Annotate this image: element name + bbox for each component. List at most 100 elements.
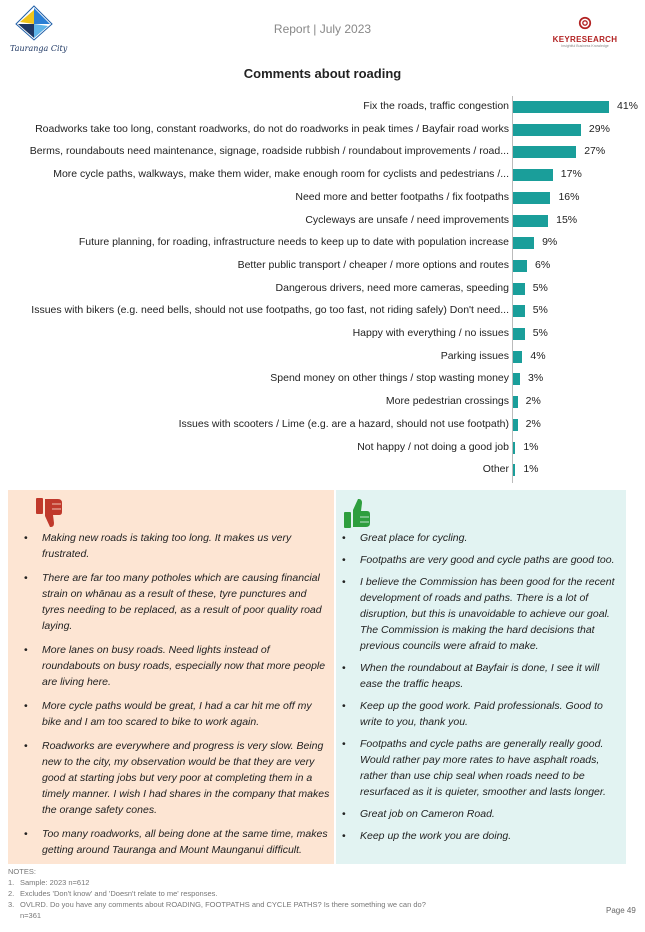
tauranga-logo-text: Tauranga City [10, 44, 68, 53]
chart-category-label: Issues with bikers (e.g. need bells, sho… [31, 304, 509, 317]
chart-category-label: Dangerous drivers, need more cameras, sp… [275, 281, 509, 294]
chart-value-label: 9% [542, 236, 558, 249]
page-title: Comments about roading [243, 66, 402, 81]
comment-item: • Great job on Cameron Road. [340, 806, 622, 822]
chart-value-label: 5% [532, 327, 548, 339]
bullet-icon: • [342, 738, 346, 750]
positive-comments-list: • Great place for cycling. • Footpaths are … [340, 530, 622, 850]
note-text: Sample: 2023 n=612 [20, 878, 90, 887]
bullet-icon: • [24, 740, 28, 752]
comment-text: Keep up the good work. Paid professional… [360, 700, 603, 728]
report-title: Report | July 2023 [273, 22, 372, 36]
comment-item: • When the roundabout at Bayfair is done,… [340, 660, 622, 692]
chart-bar [513, 396, 518, 409]
note-item: 1. Sample: 2023 n=612 [8, 878, 90, 887]
note-item: 3. OVLRD. Do you have any comments about … [8, 900, 426, 920]
comment-item: • More lanes on busy roads. Need lights i… [22, 642, 330, 690]
chart-bar [513, 282, 525, 295]
comment-item: • Footpaths are very good and cycle paths… [340, 552, 622, 568]
keyresearch-logo-icon [578, 16, 592, 30]
chart-category-label: More cycle paths, walkways, make them wi… [53, 168, 509, 181]
comment-item: • I believe the Commission has been good … [340, 574, 622, 654]
bullet-icon: • [24, 572, 28, 584]
comment-item: • Keep up the work you are doing. [340, 828, 622, 844]
chart-category-label: Spend money on other things / stop wasti… [270, 372, 509, 385]
note-text: OVLRD. Do you have any comments about RO… [20, 900, 426, 920]
chart-value-label: 27% [584, 145, 606, 158]
chart-category-label: Future planning, for roading, infrastruc… [78, 236, 509, 249]
chart-value-label: 6% [535, 258, 551, 271]
bullet-icon: • [342, 662, 346, 674]
comment-text: Great job on Cameron Road. [360, 808, 495, 820]
comment-text: I believe the Commission has been good f… [360, 576, 615, 652]
bullet-icon: • [24, 828, 28, 840]
chart-value-label: 2% [525, 417, 541, 430]
chart-category-label: Better public transport / cheaper / more… [237, 258, 509, 271]
chart-bar [513, 350, 523, 363]
bullet-icon: • [24, 644, 28, 656]
note-text: Excludes 'Don't know' and 'Doesn't relat… [20, 889, 218, 898]
bullet-icon: • [342, 554, 346, 566]
thumbs-down-icon [36, 498, 62, 527]
comment-text: There are far too many potholes which ar… [42, 572, 322, 632]
bullet-icon: • [342, 532, 346, 544]
tauranga-logo-icon [15, 5, 53, 41]
chart-bar [513, 441, 516, 454]
chart-bar [513, 123, 581, 136]
chart-bar [513, 169, 553, 182]
chart-category-label: More pedestrian crossings [385, 395, 509, 408]
chart-category-label: Cycleways are unsafe / need improvements [305, 213, 509, 226]
chart-category-label: Fix the roads, traffic congestion [363, 100, 509, 112]
chart-bar [513, 101, 609, 113]
keyresearch-logo: KEYRESEARCH Insightful Business Knowledg… [540, 16, 630, 48]
bullet-icon: • [342, 576, 346, 588]
chart-value-label: 16% [558, 190, 580, 203]
bullet-icon: • [342, 830, 346, 842]
chart-category-label: Need more and better footpaths / fix foo… [295, 190, 509, 203]
note-item: 2. Excludes 'Don't know' and 'Doesn't rel… [8, 889, 218, 898]
tauranga-city-logo: Tauranga City [6, 4, 68, 54]
notes-section: NOTES: 1. Sample: 2023 n=612 2. Excludes '… [8, 866, 428, 921]
comment-text: More cycle paths would be great, I had a… [42, 700, 312, 728]
comment-item: • More cycle paths would be great, I had … [22, 698, 330, 730]
chart-category-label: Roadworks take too long, constant roadwo… [35, 122, 509, 135]
chart-category-label: Issues with scooters / Lime (e.g. are a … [178, 417, 509, 430]
comment-text: Too many roadworks, all being done at th… [42, 828, 328, 856]
chart-value-label: 4% [530, 349, 546, 362]
chart-category-label: Berms, roundabouts need maintenance, sig… [29, 145, 509, 158]
chart-value-label: 1% [523, 440, 539, 453]
chart-value-label: 2% [525, 395, 541, 408]
chart-value-label: 17% [560, 168, 582, 181]
chart-bar [513, 373, 521, 386]
comment-item: • Great place for cycling. [340, 530, 622, 546]
comment-text: More lanes on busy roads. Need lights in… [42, 644, 326, 688]
chart-bar [513, 237, 535, 250]
comment-item: • Making new roads is taking too long. It… [22, 530, 330, 562]
chart-value-label: 3% [528, 372, 544, 385]
comment-item: • Roadworks are everywhere and progress i… [22, 738, 330, 818]
notes-heading: NOTES: [8, 867, 36, 876]
keyresearch-logo-name: KEYRESEARCH [552, 35, 618, 44]
chart-bar [513, 328, 525, 340]
chart-category-label: Other [482, 463, 509, 476]
comment-item: • There are far too many potholes which a… [22, 570, 330, 634]
roading-comments-bar-chart: Fix the roads, traffic congestion 41% Road… [0, 96, 645, 486]
comment-text: When the roundabout at Bayfair is done, … [360, 662, 600, 690]
comment-text: Keep up the work you are doing. [360, 830, 512, 842]
comment-text: Great place for cycling. [360, 532, 468, 544]
comment-text: Footpaths and cycle paths are generally … [360, 738, 606, 798]
bullet-icon: • [24, 700, 28, 712]
chart-bar [513, 146, 577, 159]
comment-item: • Footpaths and cycle paths are generally… [340, 736, 622, 800]
page-number: Page 49 [606, 906, 636, 915]
negative-comments-list: • Making new roads is taking too long. It… [22, 530, 330, 866]
chart-value-label: 29% [588, 122, 610, 135]
positive-comments-panel: • Great place for cycling. • Footpaths are … [336, 490, 626, 864]
comment-text: Making new roads is taking too long. It … [42, 532, 292, 560]
bullet-icon: • [342, 700, 346, 712]
chart-category-label: Happy with everything / no issues [352, 327, 509, 339]
chart-value-label: 41% [617, 100, 639, 112]
comment-item: • Too many roadworks, all being done at t… [22, 826, 330, 858]
keyresearch-logo-tagline: Insightful Business Knowledge [561, 44, 609, 48]
chart-value-label: 15% [556, 213, 578, 226]
